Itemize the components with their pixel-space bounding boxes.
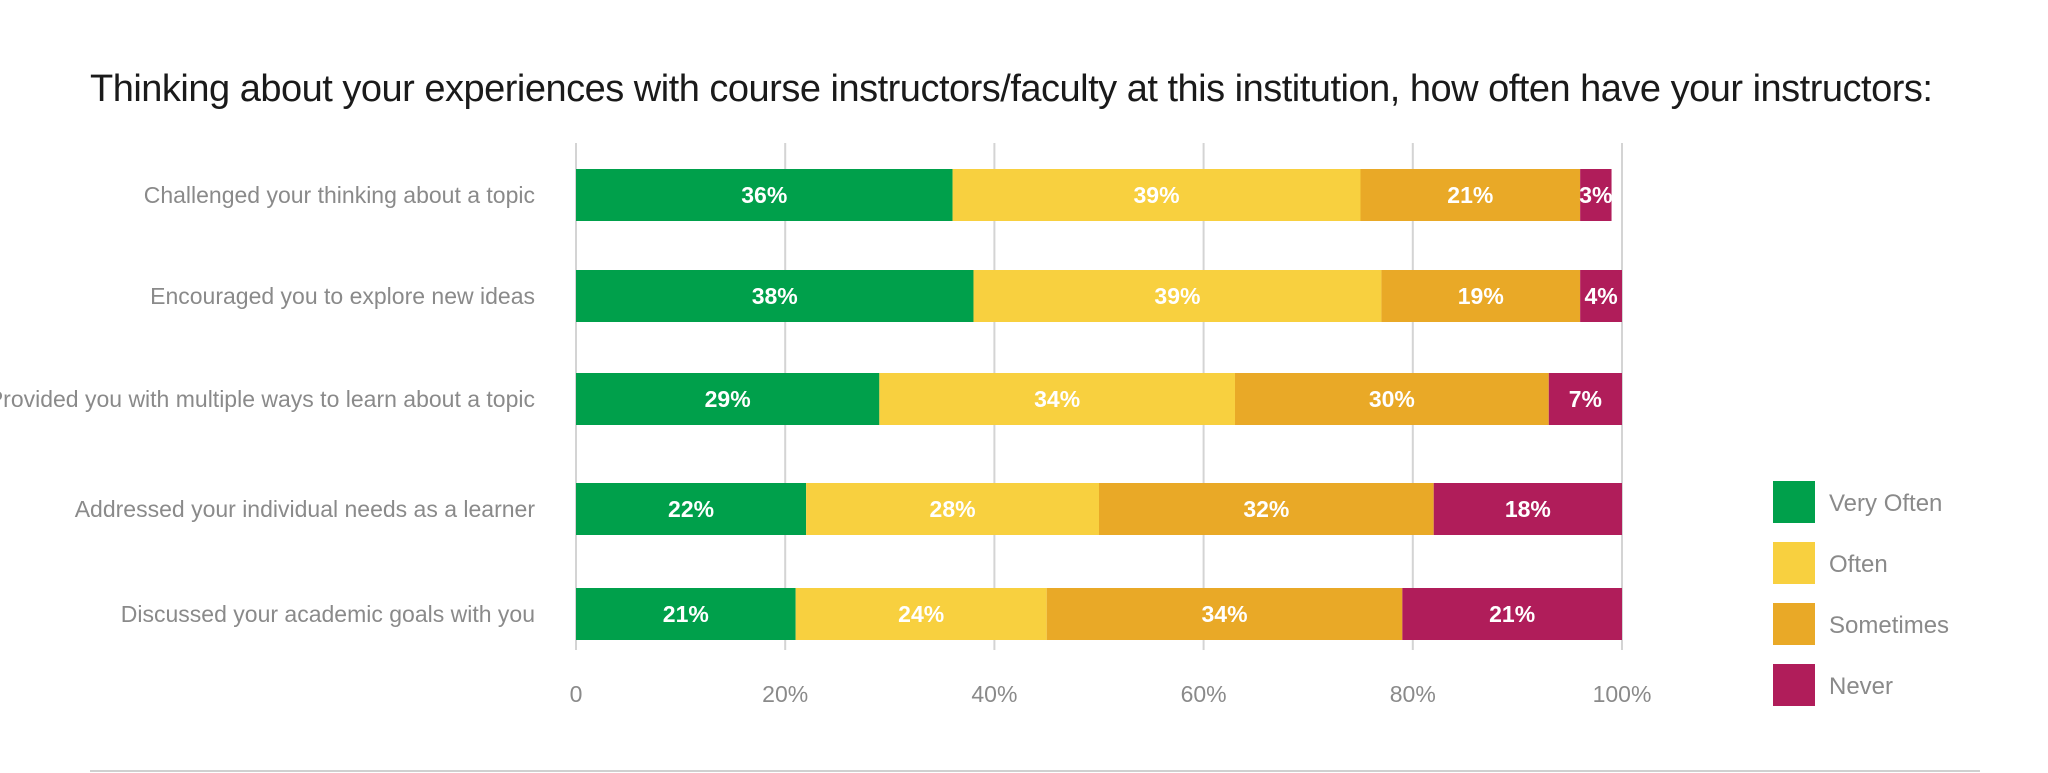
bar-segment	[576, 588, 796, 640]
legend-label: Often	[1829, 551, 1888, 578]
data-label: 36%	[741, 182, 787, 208]
bar-segment	[1580, 270, 1622, 322]
bar-segment	[1234, 373, 1549, 425]
bar-segment	[1580, 169, 1612, 221]
category-label: Addressed your individual needs as a lea…	[75, 496, 536, 522]
data-label: 21%	[663, 601, 709, 627]
data-label: 34%	[1201, 601, 1247, 627]
legend-swatch	[1773, 481, 1815, 523]
legend-swatch	[1773, 542, 1815, 584]
chart-title: Thinking about your experiences with cou…	[90, 68, 1933, 110]
bar-segment	[1548, 373, 1622, 425]
x-tick-label: 0	[570, 681, 583, 707]
bar-segment	[1381, 270, 1581, 322]
data-label: 4%	[1584, 283, 1617, 309]
data-label: 18%	[1505, 496, 1551, 522]
data-label: 29%	[705, 386, 751, 412]
legend-swatch	[1773, 664, 1815, 706]
x-tick-label: 20%	[762, 681, 808, 707]
bar-segment	[973, 270, 1382, 322]
x-tick-label: 60%	[1181, 681, 1227, 707]
bar-segment	[952, 169, 1361, 221]
data-label: 32%	[1243, 496, 1289, 522]
bar-segment	[576, 483, 807, 535]
data-label: 21%	[1447, 182, 1493, 208]
data-label: 3%	[1579, 182, 1612, 208]
bars: 36% 39% 21% 3% 38% 39% 19% 4% 29% 34% 30% 7% 22% 28% 3…	[576, 169, 1622, 640]
data-label: 39%	[1134, 182, 1180, 208]
category-labels: Challenged your thinking about a topic En…	[0, 182, 535, 627]
data-label: 19%	[1458, 283, 1504, 309]
bar-segment	[806, 483, 1099, 535]
bar-segment	[1360, 169, 1581, 221]
legend-label: Never	[1829, 673, 1893, 700]
category-label: Discussed your academic goals with you	[121, 601, 535, 627]
bar-segment	[1046, 588, 1403, 640]
category-label: Challenged your thinking about a topic	[144, 182, 535, 208]
data-label: 22%	[668, 496, 714, 522]
category-label: Provided you with multiple ways to learn…	[0, 386, 535, 412]
bar-segment	[879, 373, 1235, 425]
legend: Very Often Often Sometimes Never	[1773, 481, 1949, 706]
data-label: 34%	[1034, 386, 1080, 412]
x-tick-label: 40%	[971, 681, 1017, 707]
data-label: 38%	[752, 283, 798, 309]
legend-swatch	[1773, 603, 1815, 645]
data-label: 28%	[930, 496, 976, 522]
bar-segment	[1433, 483, 1622, 535]
legend-label: Sometimes	[1829, 612, 1949, 639]
data-label: 7%	[1569, 386, 1602, 412]
bar-segment	[1402, 588, 1622, 640]
data-label: 39%	[1154, 283, 1200, 309]
footer-divider	[90, 770, 1980, 772]
data-label: 21%	[1489, 601, 1535, 627]
bar-segment	[1099, 483, 1434, 535]
legend-label: Very Often	[1829, 490, 1942, 517]
bar-segment	[576, 169, 953, 221]
x-axis-ticks: 0 20% 40% 60% 80% 100%	[570, 681, 1652, 707]
x-tick-label: 100%	[1593, 681, 1652, 707]
data-label: 24%	[898, 601, 944, 627]
category-label: Encouraged you to explore new ideas	[150, 283, 535, 309]
bar-segment	[576, 373, 880, 425]
data-label: 30%	[1369, 386, 1415, 412]
bar-segment	[576, 270, 974, 322]
x-tick-label: 80%	[1390, 681, 1436, 707]
bar-segment	[795, 588, 1047, 640]
